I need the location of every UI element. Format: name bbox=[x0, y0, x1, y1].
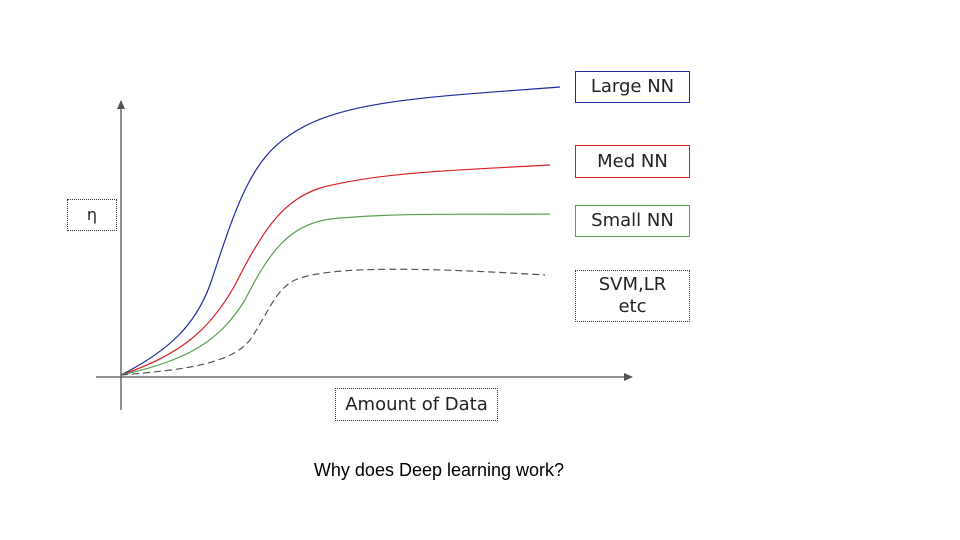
legend-med-nn-label: Med NN bbox=[597, 150, 668, 172]
legend-large-nn-label: Large NN bbox=[590, 76, 675, 98]
x-axis-label-text: Amount of Data bbox=[345, 393, 488, 415]
y-axis-label-text: η bbox=[86, 205, 98, 225]
slide-caption: Why does Deep learning work? bbox=[313, 460, 565, 480]
legend-small-nn-label: Small NN bbox=[591, 210, 674, 232]
curve-svm-lr bbox=[120, 268, 546, 376]
legend-svm-lr: SVM,LR etc bbox=[575, 270, 690, 322]
legend-large-nn: Large NN bbox=[575, 71, 690, 103]
curve-large-nn bbox=[120, 86, 561, 376]
legend-svm-lr-line2: etc bbox=[618, 296, 647, 317]
legend-med-nn: Med NN bbox=[575, 145, 690, 178]
legend-svm-lr-line1: SVM,LR bbox=[598, 274, 667, 296]
x-axis-label: Amount of Data bbox=[335, 388, 498, 421]
curve-med-nn bbox=[120, 164, 551, 376]
y-axis-label: η bbox=[67, 199, 117, 231]
legend-small-nn: Small NN bbox=[575, 205, 690, 237]
curve-small-nn bbox=[120, 213, 551, 376]
